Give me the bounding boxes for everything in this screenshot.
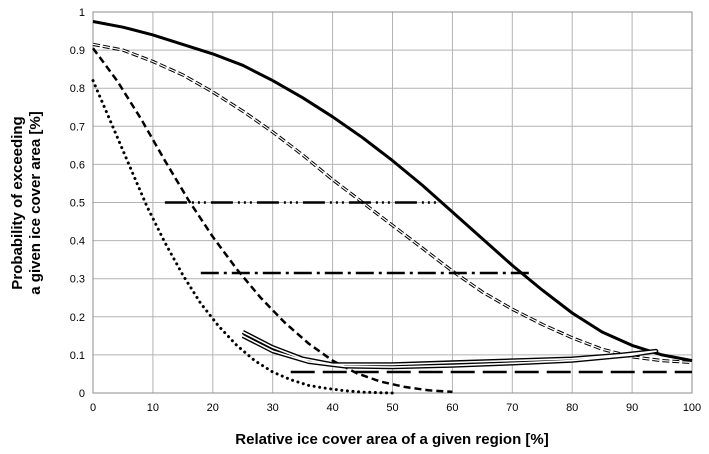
x-tick-label: 0 (90, 402, 96, 414)
x-tick-label: 100 (683, 402, 701, 414)
y-tick-label: 0.5 (70, 198, 85, 210)
y-tick-label: 0.7 (70, 121, 85, 133)
x-tick-label: 60 (446, 402, 458, 414)
y-tick-label: 0.3 (70, 274, 85, 286)
y-axis-title-line2: a given ice cover area [%] (27, 111, 44, 294)
y-tick-label: 0.8 (70, 83, 85, 95)
series-layer (91, 20, 693, 395)
series-line (242, 331, 657, 368)
series-line (91, 79, 394, 395)
x-tick-label: 50 (386, 402, 398, 414)
x-axis-title: Relative ice cover area of a given regio… (235, 431, 548, 448)
y-tick-label: 0.9 (70, 45, 85, 57)
series-line (92, 43, 693, 364)
y-tick-labels: 0 0.1 0.2 0.3 0.4 0.5 0.6 0.7 0.8 0.9 1 (70, 7, 85, 400)
y-tick-label: 0.6 (70, 159, 85, 171)
y-axis-title-line1: Probability of exceeding (9, 116, 26, 289)
x-tick-label: 10 (147, 402, 159, 414)
series-line-solid-thick (92, 20, 693, 363)
y-tick-label: 0.4 (70, 236, 85, 248)
x-tick-label: 90 (626, 402, 638, 414)
x-tick-label: 70 (506, 402, 518, 414)
y-tick-label: 0 (79, 388, 85, 400)
series-line-double-dashed (92, 42, 693, 365)
x-tick-label: 80 (566, 402, 578, 414)
x-tick-labels: 0 10 20 30 40 50 60 70 80 90 100 (90, 402, 701, 414)
series-line-dotted (91, 79, 394, 395)
x-tick-label: 30 (267, 402, 279, 414)
y-tick-label: 1 (79, 7, 85, 19)
x-tick-label: 40 (326, 402, 338, 414)
y-tick-label: 0.2 (70, 312, 85, 324)
series-line-double-solid-loop (241, 330, 659, 370)
series-line (92, 20, 693, 363)
y-tick-label: 0.1 (70, 350, 85, 362)
x-tick-label: 20 (207, 402, 219, 414)
